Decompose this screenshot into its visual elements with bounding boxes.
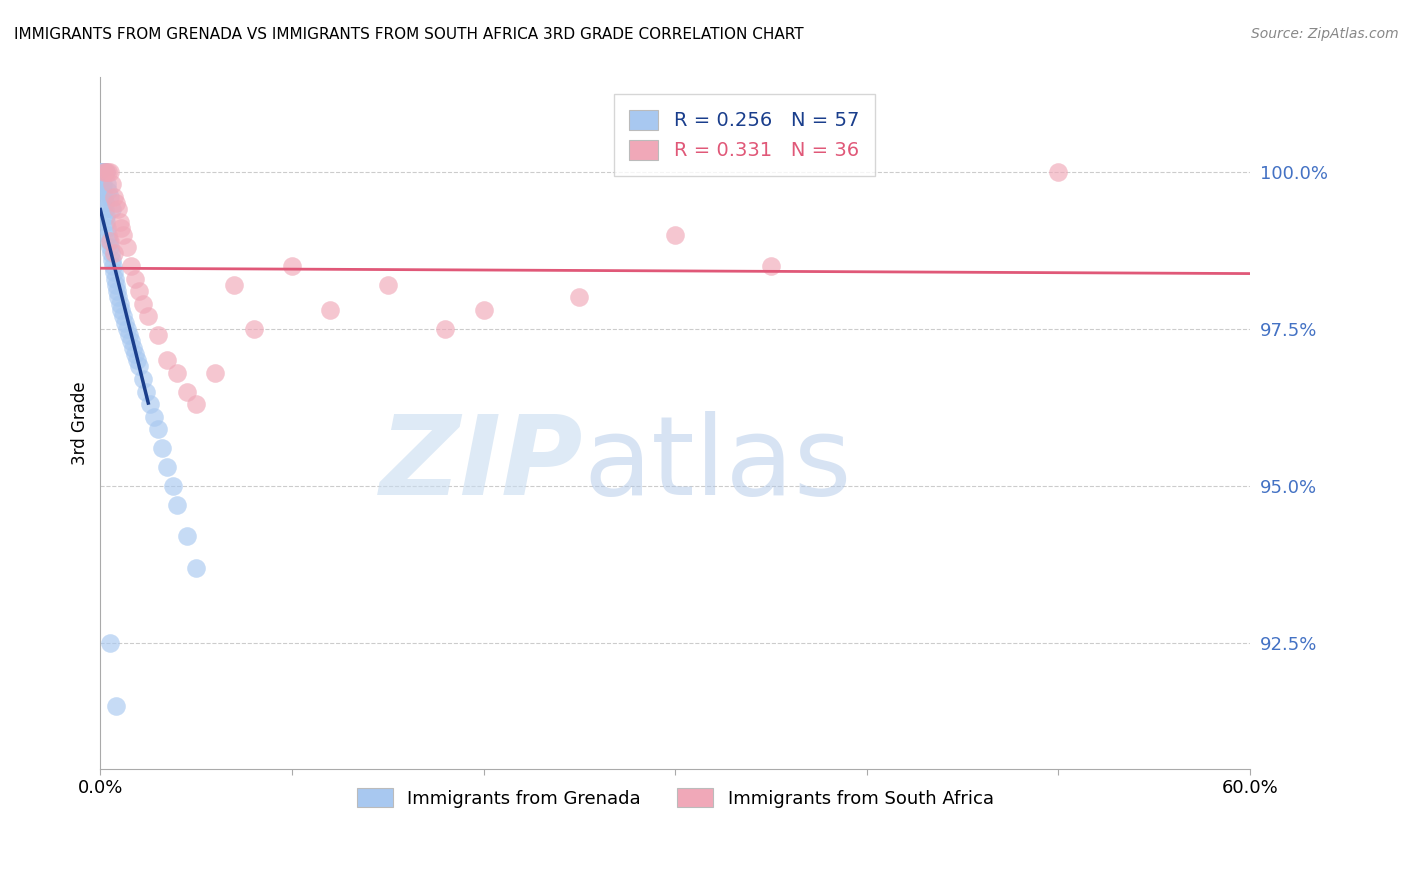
- Point: [186, 397, 208, 411]
- Point: [759, 259, 782, 273]
- Point: [94, 164, 117, 178]
- Point: [204, 366, 226, 380]
- Point: [146, 422, 169, 436]
- Point: [434, 322, 457, 336]
- Point: [146, 328, 169, 343]
- Point: [110, 302, 132, 317]
- Point: [112, 227, 135, 242]
- Point: [139, 397, 162, 411]
- Point: [93, 164, 115, 178]
- Point: [105, 284, 128, 298]
- Point: [90, 164, 112, 178]
- Point: [104, 698, 127, 713]
- Point: [107, 290, 129, 304]
- Point: [94, 202, 117, 217]
- Point: [156, 460, 179, 475]
- Point: [103, 190, 125, 204]
- Point: [166, 366, 188, 380]
- Point: [281, 259, 304, 273]
- Point: [94, 215, 117, 229]
- Point: [93, 164, 115, 178]
- Point: [97, 184, 120, 198]
- Point: [125, 353, 148, 368]
- Point: [91, 184, 114, 198]
- Point: [162, 479, 184, 493]
- Point: [1047, 164, 1070, 178]
- Point: [91, 171, 114, 186]
- Point: [143, 409, 166, 424]
- Point: [94, 164, 117, 178]
- Point: [115, 322, 138, 336]
- Point: [131, 372, 153, 386]
- Point: [90, 164, 112, 178]
- Text: atlas: atlas: [583, 411, 852, 518]
- Point: [101, 252, 124, 267]
- Point: [120, 334, 142, 349]
- Point: [112, 310, 135, 324]
- Point: [103, 265, 125, 279]
- Point: [114, 316, 136, 330]
- Point: [93, 196, 115, 211]
- Point: [107, 202, 129, 217]
- Point: [94, 209, 117, 223]
- Point: [93, 164, 115, 178]
- Point: [91, 164, 114, 178]
- Point: [472, 302, 495, 317]
- Point: [104, 277, 127, 292]
- Point: [93, 190, 115, 204]
- Point: [118, 328, 141, 343]
- Point: [664, 227, 686, 242]
- Text: ZIP: ZIP: [380, 411, 583, 518]
- Point: [115, 240, 138, 254]
- Point: [108, 215, 131, 229]
- Point: [186, 560, 208, 574]
- Point: [101, 202, 124, 217]
- Point: [176, 529, 198, 543]
- Text: IMMIGRANTS FROM GRENADA VS IMMIGRANTS FROM SOUTH AFRICA 3RD GRADE CORRELATION CH: IMMIGRANTS FROM GRENADA VS IMMIGRANTS FR…: [14, 27, 804, 42]
- Point: [110, 221, 132, 235]
- Point: [98, 636, 121, 650]
- Point: [568, 290, 591, 304]
- Point: [176, 384, 198, 399]
- Point: [101, 178, 124, 192]
- Text: Source: ZipAtlas.com: Source: ZipAtlas.com: [1251, 27, 1399, 41]
- Point: [242, 322, 264, 336]
- Point: [94, 164, 117, 178]
- Point: [136, 310, 159, 324]
- Point: [319, 302, 342, 317]
- Point: [98, 240, 121, 254]
- Point: [377, 277, 399, 292]
- Point: [96, 178, 118, 192]
- Point: [103, 246, 125, 260]
- Point: [122, 341, 145, 355]
- Point: [108, 296, 131, 310]
- Y-axis label: 3rd Grade: 3rd Grade: [72, 381, 89, 465]
- Point: [124, 347, 146, 361]
- Point: [128, 359, 150, 374]
- Point: [97, 164, 120, 178]
- Point: [128, 284, 150, 298]
- Point: [104, 196, 127, 211]
- Point: [131, 296, 153, 310]
- Point: [120, 259, 142, 273]
- Point: [91, 164, 114, 178]
- Point: [156, 353, 179, 368]
- Point: [98, 164, 121, 178]
- Point: [91, 178, 114, 192]
- Point: [98, 190, 121, 204]
- Point: [224, 277, 246, 292]
- Point: [96, 221, 118, 235]
- Legend: Immigrants from Grenada, Immigrants from South Africa: Immigrants from Grenada, Immigrants from…: [350, 781, 1001, 815]
- Point: [98, 234, 121, 248]
- Point: [135, 384, 157, 399]
- Point: [100, 246, 122, 260]
- Point: [150, 441, 173, 455]
- Point: [124, 271, 146, 285]
- Point: [104, 271, 127, 285]
- Point: [91, 164, 114, 178]
- Point: [101, 259, 124, 273]
- Point: [98, 234, 121, 248]
- Point: [166, 498, 188, 512]
- Point: [97, 227, 120, 242]
